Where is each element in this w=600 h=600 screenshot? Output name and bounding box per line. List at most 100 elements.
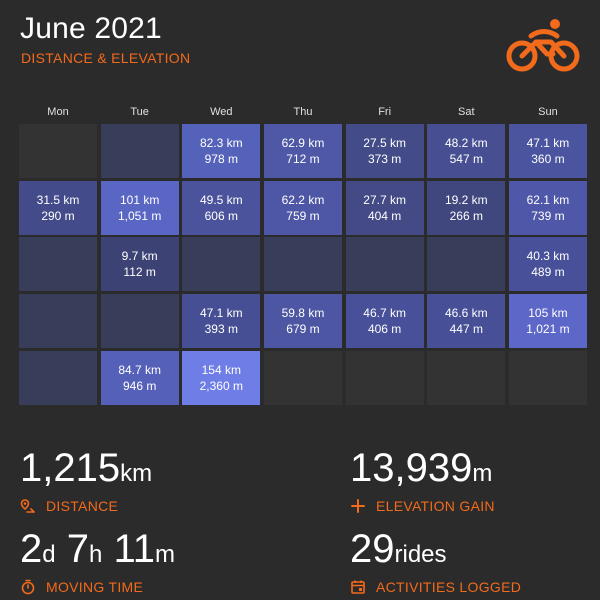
calendar-day-cell: 62.1 km 739 m xyxy=(508,180,587,235)
calendar-icon xyxy=(351,580,365,594)
calendar-day-cell xyxy=(19,350,97,405)
distance-value-row: 1,215km xyxy=(20,446,152,496)
calendar-day-cell: 84.7 km 946 m xyxy=(100,350,179,405)
calendar-day-cell xyxy=(182,237,261,292)
day-elevation: 759 m xyxy=(286,208,320,223)
calendar-day-cell: 27.5 km 373 m xyxy=(345,124,424,178)
elevation-value: 13,939 xyxy=(350,446,473,490)
day-distance: 48.2 km xyxy=(444,136,488,150)
calendar-day-cell: 46.7 km 406 m xyxy=(345,294,424,349)
moving-time-stat: 2d 7h 11m MOVING TIME xyxy=(20,527,175,595)
moving-time-value-row: 2d 7h 11m xyxy=(20,527,175,577)
day-elevation: 606 m xyxy=(204,208,238,223)
calendar-day-cell xyxy=(427,350,506,405)
moving-time-label-row: MOVING TIME xyxy=(20,579,175,595)
elevation-unit: m xyxy=(472,460,493,487)
day-elevation: 1,051 m xyxy=(117,208,162,223)
day-distance: 47.1 km xyxy=(199,306,243,321)
weekday-label: Sun xyxy=(538,106,558,118)
calendar-day-cell: 19.2 km 266 m xyxy=(427,180,506,235)
day-distance: 154 km xyxy=(201,362,241,377)
calendar-day-cell: 101 km 1,051 m xyxy=(100,180,179,235)
calendar-day-cell xyxy=(100,124,179,178)
day-elevation: 978 m xyxy=(204,152,238,166)
calendar-day-cell: 27.7 km 404 m xyxy=(345,180,424,235)
day-elevation: 2,360 m xyxy=(199,378,243,393)
day-distance: 46.6 km xyxy=(444,306,488,321)
page-title: June 2021 xyxy=(20,12,162,45)
calendar-day-cell xyxy=(508,350,587,405)
day-elevation: 360 m xyxy=(531,152,565,166)
calendar-day-cell xyxy=(19,237,97,292)
day-elevation: 489 m xyxy=(531,265,565,280)
activities-value: 29 xyxy=(350,527,395,571)
moving-time-label: MOVING TIME xyxy=(46,579,144,595)
route-pin-icon xyxy=(20,499,35,513)
day-elevation: 1,021 m xyxy=(526,322,570,337)
moving-time-minutes-unit: m xyxy=(155,541,175,568)
elevation-label-row: ELEVATION GAIN xyxy=(350,498,495,514)
calendar-day-cell: 47.1 km 360 m xyxy=(508,124,587,178)
day-distance: 47.1 km xyxy=(526,136,570,150)
day-distance: 84.7 km xyxy=(118,362,161,377)
calendar-grid: 82.3 km 978 m 62.9 km 712 m 27.5 km 373 m 48.2… xyxy=(19,124,587,405)
activities-unit: rides xyxy=(394,541,447,568)
calendar-day-cell xyxy=(263,237,342,292)
activities-label: ACTIVITIES LOGGED xyxy=(376,579,522,595)
weekday-header: Mon Tue Wed Thu Fri Sat Sun xyxy=(19,106,581,120)
day-distance: 59.8 km xyxy=(281,306,325,321)
calendar-day-cell: 62.9 km 712 m xyxy=(263,124,342,178)
plus-icon xyxy=(351,499,365,513)
calendar-day-cell: 154 km 2,360 m xyxy=(182,350,261,405)
stopwatch-icon xyxy=(21,579,35,595)
moving-time-days: 2 xyxy=(20,527,43,571)
calendar-day-cell: 31.5 km 290 m xyxy=(19,180,97,235)
day-distance: 31.5 km xyxy=(36,192,80,207)
calendar-day-cell xyxy=(100,294,179,349)
moving-time-hours: 7 xyxy=(66,527,89,571)
calendar-day-cell: 59.8 km 679 m xyxy=(263,294,342,349)
day-distance: 62.9 km xyxy=(281,136,325,150)
distance-label-row: DISTANCE xyxy=(20,498,152,514)
calendar-day-cell xyxy=(345,350,424,405)
weekday-label: Mon xyxy=(47,106,69,118)
activities-stat: 29rides ACTIVITIES LOGGED xyxy=(350,527,521,595)
elevation-label: ELEVATION GAIN xyxy=(376,498,495,514)
day-distance: 46.7 km xyxy=(363,306,406,321)
day-elevation: 406 m xyxy=(367,322,402,337)
day-elevation: 679 m xyxy=(286,322,320,337)
calendar-day-cell: 82.3 km 978 m xyxy=(182,124,261,178)
day-distance: 82.3 km xyxy=(199,136,243,150)
day-elevation: 393 m xyxy=(204,322,238,337)
day-distance: 27.5 km xyxy=(363,136,406,150)
bicycle-rider-icon xyxy=(506,19,580,72)
day-elevation: 266 m xyxy=(449,208,483,223)
day-elevation: 547 m xyxy=(449,152,483,166)
day-distance: 19.2 km xyxy=(444,192,488,207)
calendar-day-cell: 105 km 1,021 m xyxy=(508,294,587,349)
day-elevation: 373 m xyxy=(367,152,402,166)
day-distance: 49.5 km xyxy=(199,192,243,207)
day-distance: 40.3 km xyxy=(526,249,570,264)
calendar-day-cell xyxy=(345,237,424,292)
day-distance: 27.7 km xyxy=(363,192,406,207)
day-elevation: 290 m xyxy=(41,208,75,223)
distance-unit: km xyxy=(120,460,153,487)
calendar-day-cell: 48.2 km 547 m xyxy=(427,124,506,178)
moving-time-minutes: 11 xyxy=(113,527,155,571)
day-elevation: 712 m xyxy=(286,152,320,166)
weekday-label: Fri xyxy=(378,106,392,118)
moving-time-days-unit: d xyxy=(42,541,56,568)
day-distance: 9.7 km xyxy=(121,249,158,264)
calendar-day-cell: 47.1 km 393 m xyxy=(182,294,261,349)
day-elevation: 739 m xyxy=(531,208,565,223)
day-elevation: 946 m xyxy=(122,378,157,393)
weekday-label: Wed xyxy=(210,106,233,118)
calendar-day-cell: 46.6 km 447 m xyxy=(427,294,506,349)
elevation-value-row: 13,939m xyxy=(350,446,495,496)
distance-value: 1,215 xyxy=(20,446,121,490)
calendar-day-cell xyxy=(19,294,97,349)
day-elevation: 404 m xyxy=(367,208,402,223)
calendar-day-cell xyxy=(263,350,342,405)
weekday-label: Thu xyxy=(293,106,313,118)
